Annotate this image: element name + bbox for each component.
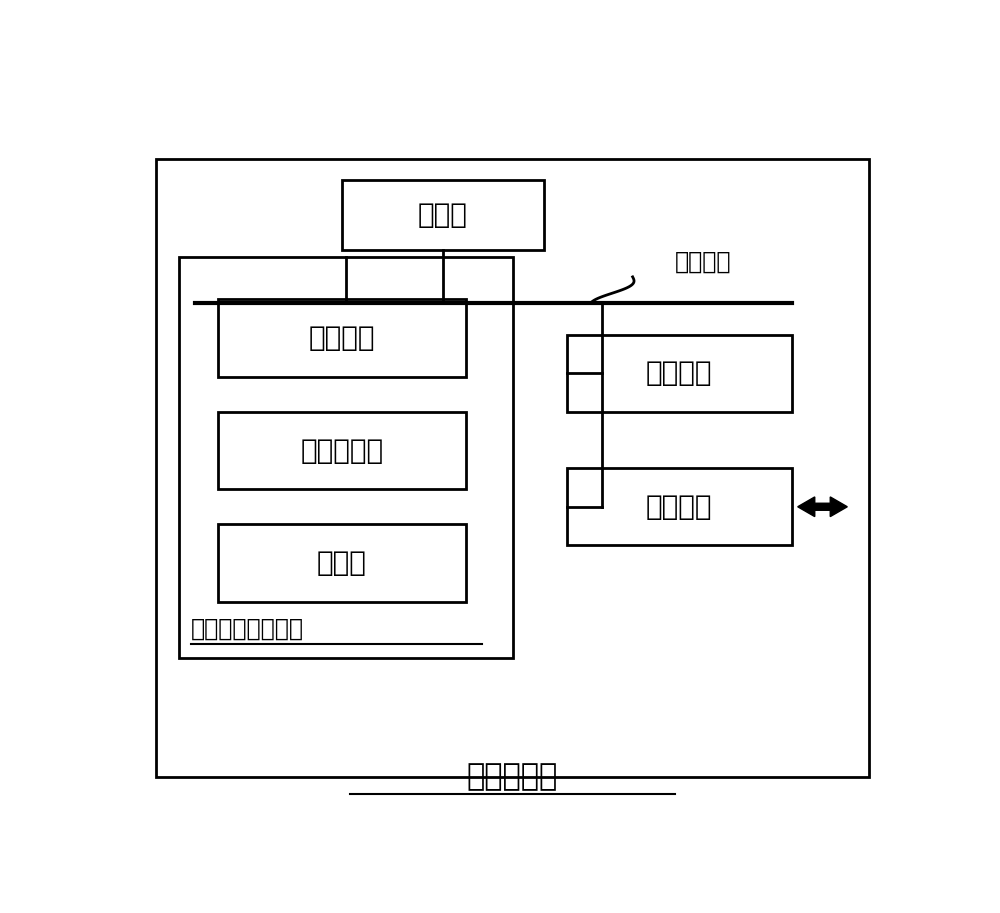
Text: 操作系统: 操作系统 <box>309 324 375 352</box>
Bar <box>567 334 792 412</box>
Polygon shape <box>798 497 847 517</box>
Text: 数据库: 数据库 <box>317 549 367 577</box>
Bar <box>179 257 512 658</box>
Bar <box>342 180 544 250</box>
Bar <box>156 159 869 778</box>
Bar <box>218 524 466 602</box>
Bar <box>218 299 466 377</box>
Text: 系统总线: 系统总线 <box>675 249 732 273</box>
Text: 计算机设备: 计算机设备 <box>467 762 558 792</box>
Text: 内存储器: 内存储器 <box>646 359 712 387</box>
Text: 网络接口: 网络接口 <box>646 493 712 520</box>
Bar <box>218 412 466 489</box>
Text: 非易失性存储介质: 非易失性存储介质 <box>191 616 304 640</box>
Text: 计算机程序: 计算机程序 <box>300 436 384 465</box>
Text: 处理器: 处理器 <box>418 201 468 229</box>
Bar <box>567 468 792 545</box>
